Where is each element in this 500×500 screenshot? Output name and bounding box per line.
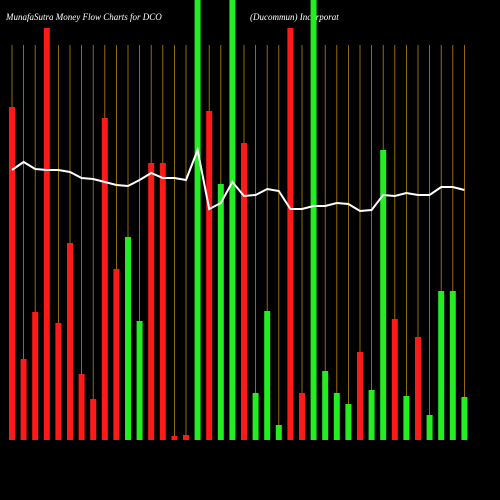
bar [229, 0, 236, 440]
bar [333, 393, 340, 440]
bar [357, 352, 363, 440]
bar [32, 312, 39, 440]
bar [20, 359, 27, 440]
bar [438, 291, 445, 440]
bar [449, 291, 456, 440]
bar [391, 319, 398, 440]
bar [426, 415, 433, 440]
bar [148, 163, 155, 440]
bar [78, 374, 85, 440]
bar [415, 337, 421, 440]
bar [322, 371, 329, 440]
bar [183, 435, 189, 440]
bar [310, 0, 317, 440]
bar [113, 269, 120, 440]
bar [43, 28, 50, 440]
bar [171, 436, 178, 440]
bar [299, 393, 305, 440]
bar [380, 150, 387, 440]
bar [194, 0, 201, 440]
price-line [11, 146, 465, 213]
bar [345, 404, 352, 440]
bar [90, 399, 97, 440]
bar [461, 397, 468, 440]
bar [403, 396, 410, 440]
bar [206, 111, 213, 440]
bar [136, 321, 143, 440]
chart-subtitle: (Ducommun) Incorporat [250, 12, 339, 22]
bar [159, 163, 166, 440]
bar [241, 143, 247, 440]
bar [287, 28, 294, 440]
bar [368, 390, 375, 440]
bar [101, 118, 108, 440]
bar [217, 184, 224, 440]
bar [125, 237, 131, 440]
bar [67, 243, 73, 440]
bar [275, 425, 282, 440]
bar [252, 393, 259, 440]
chart-title: MunafaSutra Money Flow Charts for DCO [5, 12, 162, 22]
bar [55, 323, 62, 440]
bar [264, 311, 271, 440]
bar [9, 107, 15, 440]
